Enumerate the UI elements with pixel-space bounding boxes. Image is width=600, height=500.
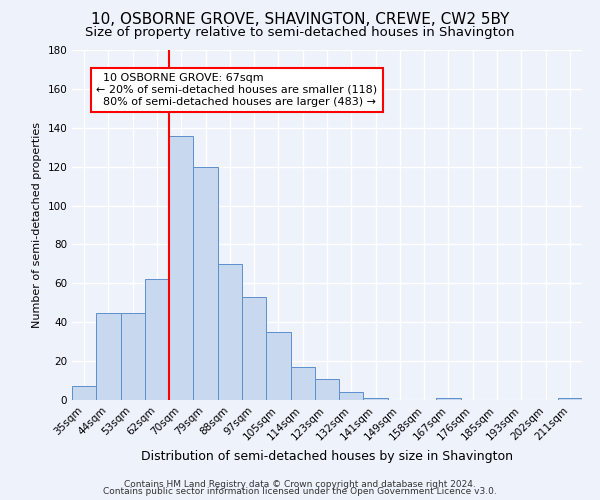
Bar bbox=[169, 136, 193, 400]
Bar bbox=[558, 398, 582, 400]
Bar bbox=[315, 378, 339, 400]
Bar bbox=[339, 392, 364, 400]
Bar bbox=[145, 280, 169, 400]
Bar bbox=[96, 312, 121, 400]
Bar bbox=[242, 297, 266, 400]
Text: 10, OSBORNE GROVE, SHAVINGTON, CREWE, CW2 5BY: 10, OSBORNE GROVE, SHAVINGTON, CREWE, CW… bbox=[91, 12, 509, 28]
Text: Contains HM Land Registry data © Crown copyright and database right 2024.: Contains HM Land Registry data © Crown c… bbox=[124, 480, 476, 489]
Bar bbox=[218, 264, 242, 400]
Text: 10 OSBORNE GROVE: 67sqm
← 20% of semi-detached houses are smaller (118)
  80% of: 10 OSBORNE GROVE: 67sqm ← 20% of semi-de… bbox=[96, 74, 377, 106]
Y-axis label: Number of semi-detached properties: Number of semi-detached properties bbox=[32, 122, 42, 328]
Bar bbox=[266, 332, 290, 400]
Bar bbox=[193, 166, 218, 400]
Bar bbox=[72, 386, 96, 400]
X-axis label: Distribution of semi-detached houses by size in Shavington: Distribution of semi-detached houses by … bbox=[141, 450, 513, 463]
Text: Contains public sector information licensed under the Open Government Licence v3: Contains public sector information licen… bbox=[103, 488, 497, 496]
Text: Size of property relative to semi-detached houses in Shavington: Size of property relative to semi-detach… bbox=[85, 26, 515, 39]
Bar bbox=[290, 367, 315, 400]
Bar bbox=[121, 312, 145, 400]
Bar bbox=[436, 398, 461, 400]
Bar bbox=[364, 398, 388, 400]
